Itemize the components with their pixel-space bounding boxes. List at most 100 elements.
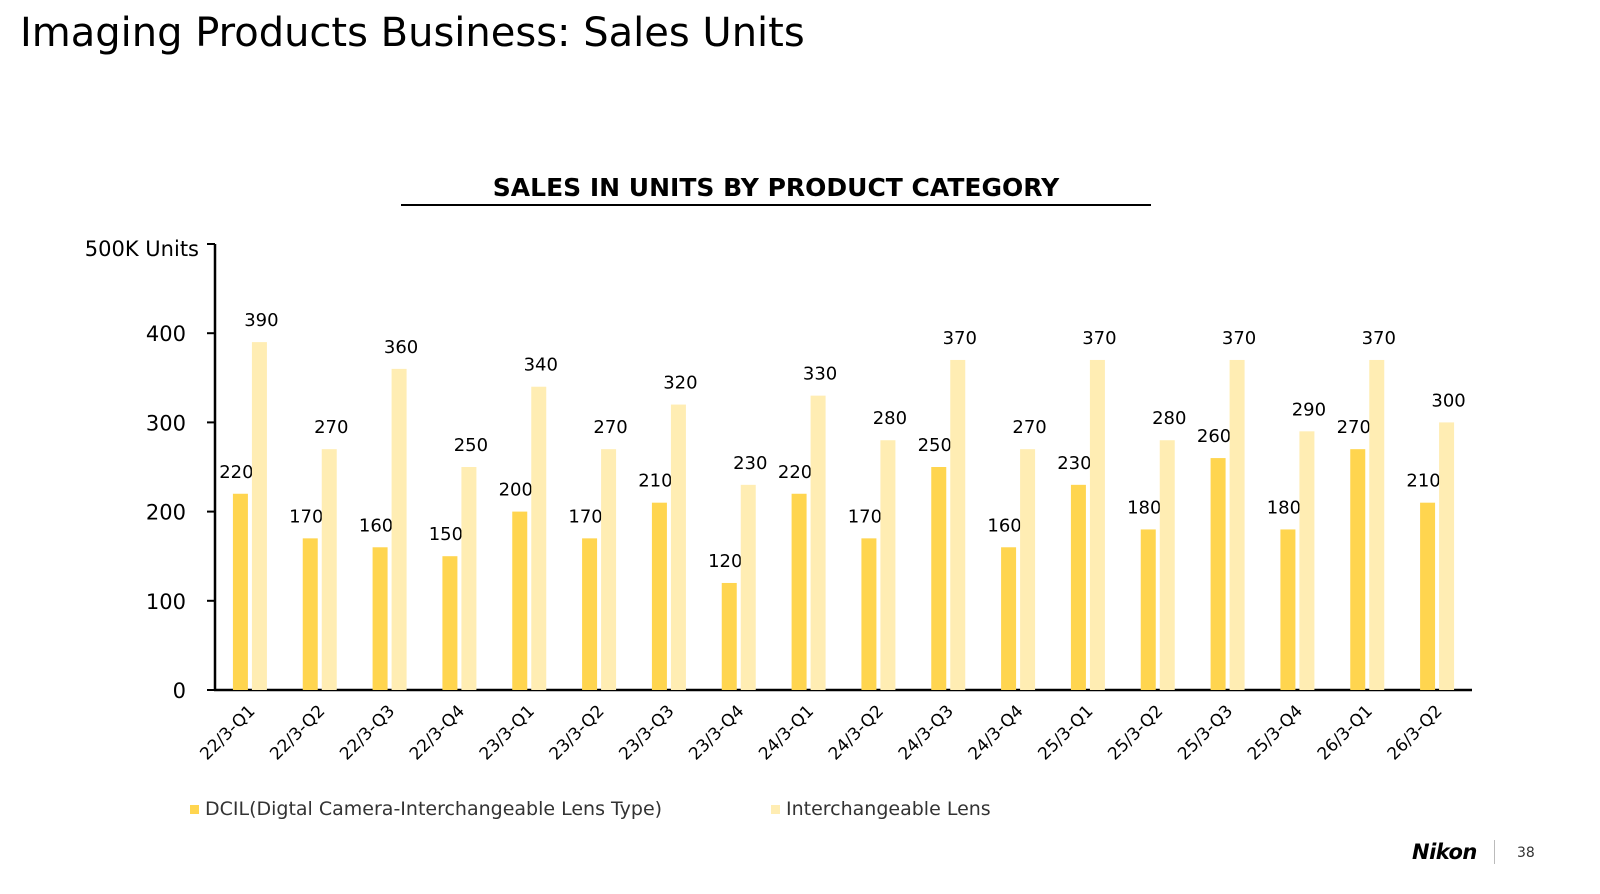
bar-dcil: [302, 538, 318, 690]
bar-dcil: [651, 502, 667, 690]
data-label: 210: [638, 471, 672, 492]
data-label: 360: [384, 337, 418, 358]
bar-dcil: [372, 547, 388, 690]
page-number: 38: [1517, 845, 1535, 861]
bar-dcil: [1210, 458, 1226, 690]
bar-dcil: [861, 538, 877, 690]
data-label: 150: [429, 524, 463, 545]
bar-dcil: [721, 582, 737, 690]
data-label: 370: [1362, 328, 1396, 349]
x-tick-label: 25/3-Q4: [1244, 701, 1307, 764]
data-label: 270: [1012, 417, 1046, 438]
data-label: 210: [1406, 471, 1440, 492]
x-tick-label: 23/3-Q2: [546, 701, 609, 764]
x-tick-label: 25/3-Q1: [1034, 701, 1097, 764]
data-label: 270: [314, 417, 348, 438]
bar-lens: [1439, 422, 1455, 690]
data-label: 180: [1127, 497, 1161, 518]
bar-lens: [321, 449, 337, 690]
data-label: 250: [454, 435, 488, 456]
data-label: 280: [873, 408, 907, 429]
data-label: 280: [1152, 408, 1186, 429]
bar-dcil: [1280, 529, 1296, 690]
data-label: 200: [499, 480, 533, 501]
data-label: 160: [359, 515, 393, 536]
bar-lens: [391, 368, 407, 690]
bar-dcil: [232, 493, 248, 690]
bar-lens: [670, 404, 686, 690]
data-label: 220: [219, 462, 253, 483]
bar-lens: [1229, 359, 1245, 690]
x-tick-label: 24/3-Q1: [755, 701, 818, 764]
x-tick-label: 22/3-Q2: [266, 701, 329, 764]
bar-lens: [740, 484, 756, 690]
data-label: 230: [1057, 453, 1091, 474]
footer-divider: [1494, 840, 1495, 864]
legend-swatch-lens: [771, 804, 780, 814]
x-tick-label: 22/3-Q3: [336, 701, 399, 764]
data-label: 220: [778, 462, 812, 483]
data-label: 120: [708, 551, 742, 572]
data-label: 390: [244, 310, 278, 331]
bar-dcil: [1001, 547, 1017, 690]
bar-lens: [1020, 449, 1036, 690]
x-tick-label: 24/3-Q4: [965, 701, 1028, 764]
data-label: 170: [848, 506, 882, 527]
data-label: 320: [663, 373, 697, 394]
bar-dcil: [1070, 484, 1086, 690]
x-tick-label: 22/3-Q4: [406, 701, 469, 764]
data-label: 370: [1082, 328, 1116, 349]
bar-dcil: [442, 556, 458, 690]
data-label: 290: [1292, 399, 1326, 420]
bar-lens: [531, 386, 547, 690]
x-tick-label: 26/3-Q2: [1384, 701, 1447, 764]
data-label: 180: [1267, 497, 1301, 518]
bar-lens: [461, 467, 477, 690]
bar-dcil: [512, 511, 528, 690]
y-tick-label: 200: [146, 501, 186, 525]
bar-dcil: [1420, 502, 1436, 690]
y-tick-label: 0: [173, 679, 186, 703]
x-tick-label: 26/3-Q1: [1314, 701, 1377, 764]
data-label: 160: [987, 515, 1021, 536]
bar-lens: [601, 449, 617, 690]
legend-item-dcil: DCIL(Digtal Camera-Interchangeable Lens …: [190, 798, 662, 820]
x-tick-label: 23/3-Q1: [476, 701, 539, 764]
x-tick-label: 24/3-Q3: [895, 701, 958, 764]
bar-lens: [251, 342, 267, 690]
data-label: 370: [943, 328, 977, 349]
y-tick-label: 400: [146, 322, 186, 346]
bar-lens: [810, 395, 826, 690]
data-label: 370: [1222, 328, 1256, 349]
data-label: 340: [524, 355, 558, 376]
bar-dcil: [1350, 449, 1366, 690]
data-label: 170: [289, 506, 323, 527]
bar-lens: [1369, 359, 1385, 690]
bar-lens: [950, 359, 966, 690]
data-label: 170: [568, 506, 602, 527]
x-tick-label: 23/3-Q4: [685, 701, 748, 764]
x-tick-label: 24/3-Q2: [825, 701, 888, 764]
y-tick-label: 100: [146, 590, 186, 614]
bar-dcil: [931, 467, 947, 690]
bar-lens: [1299, 431, 1315, 690]
bar-lens: [1159, 440, 1175, 690]
legend-swatch-dcil: [190, 804, 199, 814]
data-label: 330: [803, 364, 837, 385]
nikon-logo: Nikon: [1412, 840, 1477, 864]
page-title: Imaging Products Business: Sales Units: [20, 10, 805, 56]
data-label: 260: [1197, 426, 1231, 447]
bar-dcil: [791, 493, 807, 690]
bar-lens: [880, 440, 896, 690]
y-axis-label: 500K Units: [85, 237, 199, 261]
data-label: 270: [593, 417, 627, 438]
bar-lens: [1089, 359, 1105, 690]
legend-item-lens: Interchangeable Lens: [771, 798, 991, 820]
data-label: 230: [733, 453, 767, 474]
data-label: 250: [918, 435, 952, 456]
chart-title: SALES IN UNITS BY PRODUCT CATEGORY: [493, 173, 1060, 202]
bar-dcil: [582, 538, 598, 690]
y-tick-label: 300: [146, 411, 186, 435]
x-tick-label: 25/3-Q3: [1174, 701, 1237, 764]
